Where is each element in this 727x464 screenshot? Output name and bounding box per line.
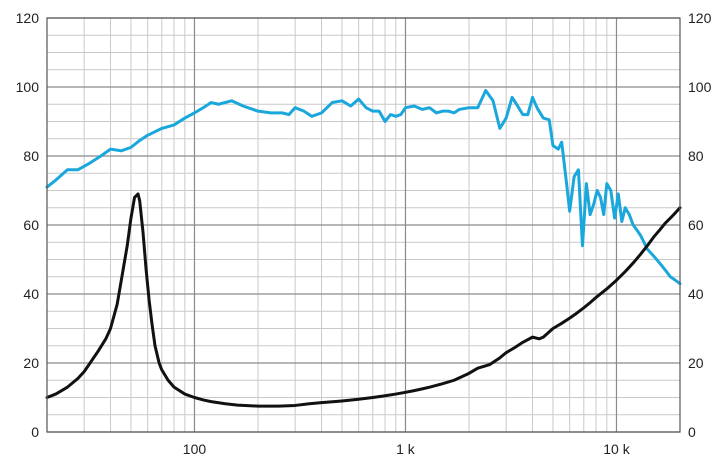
y-tick-label-right: 40: [688, 286, 704, 302]
y-tick-label-left: 20: [23, 355, 39, 371]
y-tick-label-right: 120: [688, 10, 712, 26]
y-tick-label-right: 60: [688, 217, 704, 233]
y-tick-label-right: 100: [688, 79, 712, 95]
x-tick-label: 100: [183, 441, 207, 457]
y-tick-label-right: 20: [688, 355, 704, 371]
y-tick-label-left: 60: [23, 217, 39, 233]
x-axis-ticks: 100 1 k 10 k: [183, 441, 631, 457]
y-tick-label-left: 100: [16, 79, 40, 95]
left-y-axis-ticks: 0 20 40 60 80 100 120: [16, 10, 40, 440]
series-layer: [45, 88, 682, 408]
right-y-axis-ticks: 0 20 40 60 80 100 120: [688, 10, 712, 440]
y-tick-label-left: 0: [31, 424, 39, 440]
y-tick-label-left: 80: [23, 148, 39, 164]
y-tick-label-left: 40: [23, 286, 39, 302]
x-tick-label: 1 k: [396, 441, 416, 457]
y-tick-label-right: 0: [688, 424, 696, 440]
y-tick-label-left: 120: [16, 10, 40, 26]
x-tick-label: 10 k: [603, 441, 630, 457]
series-line-1: [45, 88, 682, 286]
y-tick-label-right: 80: [688, 148, 704, 164]
plot-border: [46, 17, 681, 433]
series-line-2: [45, 192, 682, 408]
plot-frame: [46, 17, 681, 433]
